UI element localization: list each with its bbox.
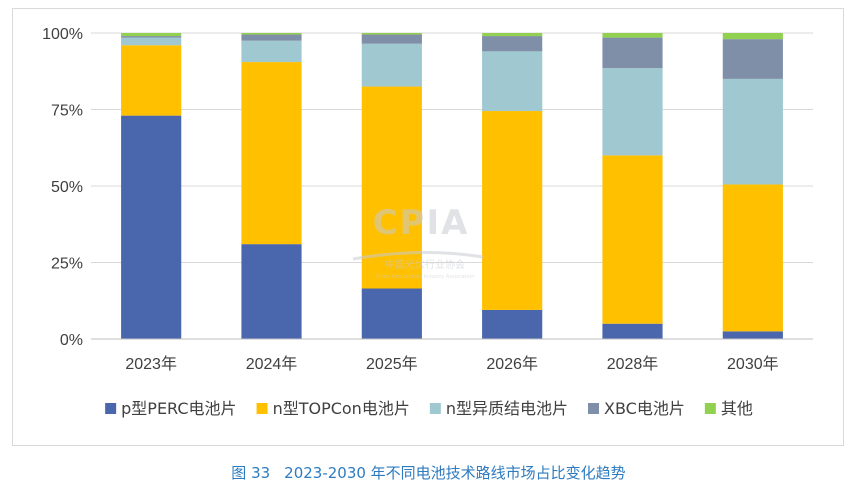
bar-segment — [361, 43, 422, 87]
x-tick-label: 2026年 — [486, 355, 538, 373]
bar-stack — [241, 33, 302, 339]
bar-stack — [602, 33, 663, 339]
bar-stack — [482, 33, 543, 339]
watermark-org-name-en: China Photovoltaic Industry Association — [376, 274, 475, 280]
legend-item: n型异质结电池片 — [429, 399, 568, 418]
x-axis-tick-labels: 2023年 2024年 2025年 2026年 2028年 2030年 — [125, 355, 778, 373]
bar-segment — [121, 37, 182, 46]
legend-label: n型TOPCon电池片 — [273, 399, 410, 418]
bar-segment — [482, 309, 543, 339]
legend-label: XBC电池片 — [604, 399, 685, 418]
bar-segment — [361, 34, 422, 44]
bar-segment — [722, 331, 783, 339]
legend-swatch — [587, 403, 599, 414]
bar-segment — [482, 51, 543, 112]
legend: p型PERC电池片 n型TOPCon电池片 n型异质结电池片 XBC电池片 其他 — [105, 399, 753, 418]
x-tick-label: 2025年 — [366, 355, 418, 373]
bar-stack — [722, 33, 783, 339]
bar-segment — [722, 33, 783, 40]
bar-segment — [722, 78, 783, 185]
y-tick-label: 0% — [60, 332, 83, 349]
y-tick-label: 100% — [42, 26, 83, 43]
bar-stack — [361, 33, 422, 339]
bar-segment — [121, 45, 182, 116]
x-tick-label: 2030年 — [727, 355, 779, 373]
bar-segment — [602, 323, 663, 339]
legend-swatch — [256, 403, 268, 414]
bar-segment — [361, 33, 422, 35]
bar-segment — [482, 111, 543, 310]
bar-segment — [241, 33, 302, 35]
legend-swatch — [105, 403, 117, 414]
legend-label: p型PERC电池片 — [121, 399, 236, 418]
watermark-org-name: 中国光伏行业协会 — [385, 258, 465, 271]
y-tick-label: 75% — [51, 103, 83, 120]
bar-segment — [602, 155, 663, 324]
bar-segment — [121, 36, 182, 38]
bar-segment — [482, 33, 543, 37]
bar-segment — [121, 33, 182, 37]
bar-segment — [722, 39, 783, 79]
bar-segment — [241, 62, 302, 245]
legend-item: 其他 — [704, 399, 753, 418]
bar-segment — [361, 288, 422, 339]
legend-item: n型TOPCon电池片 — [256, 399, 410, 418]
legend-label: 其他 — [721, 399, 753, 418]
cpia-watermark: CPIA 中国光伏行业协会 China Photovoltaic Industr… — [352, 203, 484, 280]
stacked-bar-chart: CPIA 中国光伏行业协会 China Photovoltaic Industr… — [42, 26, 813, 418]
bar-segment — [722, 184, 783, 332]
bar-segment — [241, 34, 302, 41]
watermark-swoosh — [352, 250, 484, 261]
bar-segment — [241, 40, 302, 63]
grid-lines — [91, 32, 813, 263]
caption-text: 2023-2030 年不同电池技术路线市场占比变化趋势 — [284, 464, 626, 482]
bar-segment — [602, 37, 663, 69]
chart-frame: CPIA 中国光伏行业协会 China Photovoltaic Industr… — [12, 8, 844, 446]
bar-stack — [121, 33, 182, 340]
legend-item: p型PERC电池片 — [105, 399, 237, 418]
legend-label: n型异质结电池片 — [446, 399, 568, 418]
y-tick-label: 50% — [51, 179, 83, 196]
bar-segment — [602, 33, 663, 38]
bar-segment — [361, 86, 422, 289]
legend-swatch — [429, 403, 441, 414]
bar-segment — [602, 68, 663, 156]
y-axis-tick-labels: 0% 25% 50% 75% 100% — [42, 26, 83, 349]
legend-item: XBC电池片 — [587, 399, 685, 418]
bar-segment — [482, 36, 543, 52]
x-tick-label: 2023年 — [125, 355, 177, 373]
x-tick-label: 2024年 — [246, 355, 298, 373]
bar-segment — [121, 115, 182, 340]
figure-caption: 图 33 2023-2030 年不同电池技术路线市场占比变化趋势 — [0, 462, 857, 483]
legend-swatch — [704, 403, 716, 414]
bars — [121, 33, 783, 340]
y-tick-label: 25% — [51, 256, 83, 273]
x-tick-label: 2028年 — [607, 355, 659, 373]
bar-segment — [241, 244, 302, 339]
watermark-logo-text: CPIA — [373, 203, 470, 243]
caption-label: 图 33 — [231, 464, 271, 482]
